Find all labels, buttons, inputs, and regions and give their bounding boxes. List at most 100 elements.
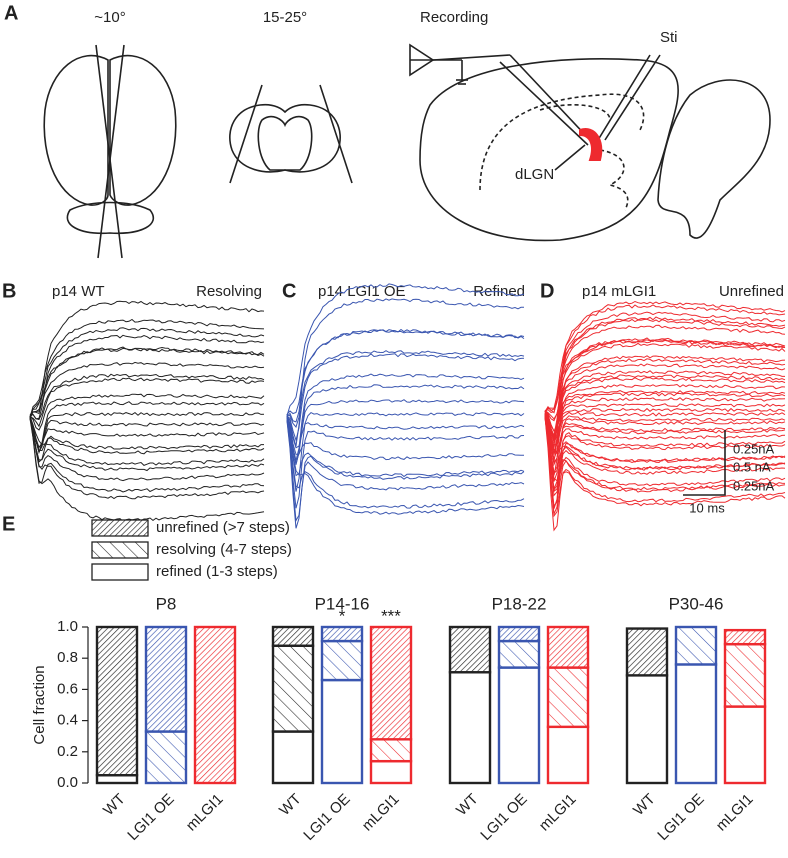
bar-segment <box>723 705 767 785</box>
x-tick-label: LGI1 OE <box>477 791 530 844</box>
trace <box>286 416 525 478</box>
trace <box>29 416 265 472</box>
x-tick-label: WT <box>100 791 129 820</box>
significance: * <box>339 606 346 625</box>
trace <box>29 415 265 466</box>
trace <box>286 420 525 529</box>
legend-label: unrefined (>7 steps) <box>156 519 290 536</box>
trace <box>544 339 786 414</box>
bar-segment <box>546 625 590 669</box>
trace <box>544 414 786 497</box>
trace <box>544 415 786 518</box>
bar-segment <box>271 644 315 733</box>
legend-swatch <box>91 563 149 581</box>
trace <box>286 419 525 523</box>
trace <box>544 318 786 414</box>
trace <box>544 415 786 508</box>
trace <box>544 413 786 493</box>
legend-swatch <box>91 519 149 537</box>
trace <box>544 416 786 515</box>
trace <box>29 416 265 522</box>
trace <box>544 311 786 442</box>
bar-segment <box>369 625 413 741</box>
trace <box>286 419 525 509</box>
bar-segment <box>546 666 590 729</box>
trace <box>544 324 786 438</box>
panel-label: D <box>540 280 554 302</box>
bar-segment <box>723 628 767 646</box>
bar-segment <box>144 730 188 785</box>
x-tick-label: LGI1 OE <box>124 791 177 844</box>
bar-segment <box>497 666 541 785</box>
bar-segment <box>95 625 139 777</box>
trace <box>544 377 786 441</box>
y-tick-label: 0.6 <box>57 680 78 697</box>
trace <box>286 298 525 447</box>
trace <box>29 418 264 463</box>
trace <box>544 355 786 476</box>
y-tick-label: 0.4 <box>57 712 78 729</box>
trace <box>286 411 525 492</box>
group-title: P30-46 <box>669 594 724 613</box>
trace <box>544 417 786 532</box>
trace <box>544 358 786 441</box>
trace <box>29 411 265 455</box>
trace <box>29 418 265 493</box>
trace <box>286 373 525 461</box>
bar-segment <box>144 625 188 733</box>
trace <box>29 416 265 500</box>
trace <box>286 350 525 429</box>
panel-label: A <box>4 2 18 24</box>
traces <box>29 283 786 532</box>
trace <box>29 401 265 454</box>
trace <box>544 374 786 439</box>
trace <box>544 342 786 444</box>
trace <box>544 403 786 432</box>
trace <box>544 383 786 456</box>
trace <box>544 415 786 482</box>
x-tick-label: mLGI1 <box>536 791 580 835</box>
trace <box>29 377 265 428</box>
trace <box>29 300 265 419</box>
panel-label: E <box>2 513 15 535</box>
trace <box>544 414 786 491</box>
x-tick-label: WT <box>630 791 659 820</box>
scale-label: 0.25nA <box>733 478 775 493</box>
bar-segment <box>320 678 364 785</box>
bar-segment <box>723 642 767 708</box>
trace <box>286 414 525 461</box>
trace <box>286 413 525 449</box>
trace <box>544 407 786 444</box>
trace <box>544 414 786 467</box>
trace <box>544 411 786 447</box>
trace <box>544 413 786 454</box>
trace <box>286 384 525 465</box>
trace <box>544 300 786 463</box>
y-tick-label: 0.2 <box>57 743 78 760</box>
trace <box>29 417 265 454</box>
trace <box>286 416 525 515</box>
y-tick-label: 1.0 <box>57 618 78 635</box>
trace <box>29 346 265 417</box>
panel-status: Unrefined <box>719 283 784 300</box>
trace <box>29 417 265 449</box>
bar-segment <box>448 671 492 785</box>
y-tick-label: 0.8 <box>57 649 78 666</box>
panel-title: p14 LGI1 OE <box>318 283 406 300</box>
trace <box>544 370 785 422</box>
bar-segment <box>546 725 590 785</box>
bar-segment <box>625 674 669 785</box>
trace <box>544 363 786 420</box>
chart: 0.0 0.2 0.4 0.6 0.8 1.0 Cell fraction unrefined… <box>31 519 767 844</box>
panel-label: C <box>282 280 296 302</box>
significance: *** <box>381 606 401 625</box>
brain-coronal <box>229 84 353 184</box>
group-title: P18-22 <box>492 594 547 613</box>
brain-dorsal <box>43 44 177 259</box>
trace <box>286 399 525 464</box>
scale-bar: 0.25nA 0.5 nA 0.25nA 10 ms <box>683 430 775 515</box>
trace <box>544 316 786 448</box>
scale-label: 0.25nA <box>733 441 775 456</box>
scale-label: 10 ms <box>689 500 725 515</box>
